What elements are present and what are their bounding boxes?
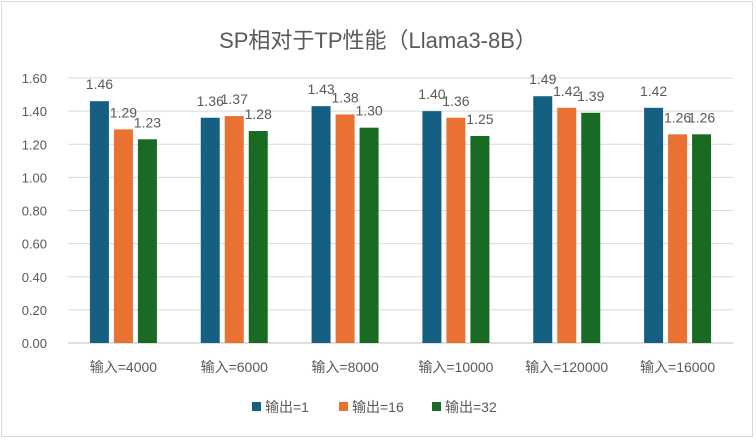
data-label: 1.38 (331, 89, 358, 105)
data-label: 1.26 (688, 109, 715, 125)
y-tick-label: 1.20 (22, 137, 47, 152)
bar-1-2 (248, 131, 268, 343)
bar-0-2 (137, 139, 157, 343)
bar-0-1 (113, 129, 133, 343)
y-tick-label: 0.00 (22, 336, 47, 351)
data-label: 1.30 (355, 103, 382, 119)
legend-swatch (339, 402, 348, 411)
y-tick-label: 1.00 (22, 170, 47, 185)
x-tick-label: 输入=10000 (418, 359, 493, 375)
data-label: 1.26 (664, 109, 691, 125)
y-tick-label: 0.20 (22, 303, 47, 318)
data-label: 1.28 (245, 106, 272, 122)
bar-1-0 (200, 117, 220, 343)
bar-4-0 (533, 96, 553, 343)
data-label: 1.46 (86, 76, 113, 92)
legend-label: 输出=1 (265, 399, 309, 415)
data-label: 1.23 (134, 114, 161, 130)
bar-2-1 (335, 114, 355, 343)
y-tick-label: 0.60 (22, 237, 47, 252)
x-tick-label: 输入=16000 (640, 359, 715, 375)
bar-2-2 (359, 127, 379, 343)
x-tick-label: 输入=4000 (90, 359, 158, 375)
data-label: 1.49 (529, 71, 556, 87)
x-tick-label: 输入=8000 (311, 359, 379, 375)
y-tick-label: 0.80 (22, 204, 47, 219)
legend-label: 输出=32 (445, 399, 497, 415)
bar-2-0 (311, 106, 331, 343)
bar-3-1 (446, 117, 466, 343)
x-tick-label: 输入=6000 (201, 359, 269, 375)
data-label: 1.39 (577, 88, 604, 104)
legend-swatch (432, 402, 441, 411)
bar-5-0 (644, 107, 664, 343)
y-tick-label: 1.60 (22, 71, 47, 86)
legend-swatch (252, 402, 261, 411)
y-tick-label: 1.40 (22, 104, 47, 119)
bar-5-1 (668, 134, 688, 343)
data-label: 1.40 (418, 86, 445, 102)
bar-0-0 (89, 101, 109, 343)
legend-label: 输出=16 (352, 399, 404, 415)
chart-title: SP相对于TP性能（Llama3-8B） (219, 28, 537, 53)
data-label: 1.29 (110, 104, 137, 120)
bar-4-1 (557, 107, 577, 343)
data-label: 1.43 (307, 81, 334, 97)
bar-3-2 (470, 135, 490, 343)
data-label: 1.37 (221, 91, 248, 107)
bar-5-2 (692, 134, 712, 343)
y-tick-label: 0.40 (22, 270, 47, 285)
bar-1-1 (224, 116, 244, 343)
bar-3-0 (422, 111, 442, 343)
data-label: 1.25 (466, 111, 493, 127)
x-tick-label: 输入=120000 (525, 359, 608, 375)
data-label: 1.42 (640, 83, 667, 99)
data-label: 1.42 (553, 83, 580, 99)
bar-4-2 (581, 112, 601, 343)
data-label: 1.36 (442, 93, 469, 109)
data-label: 1.36 (197, 93, 224, 109)
